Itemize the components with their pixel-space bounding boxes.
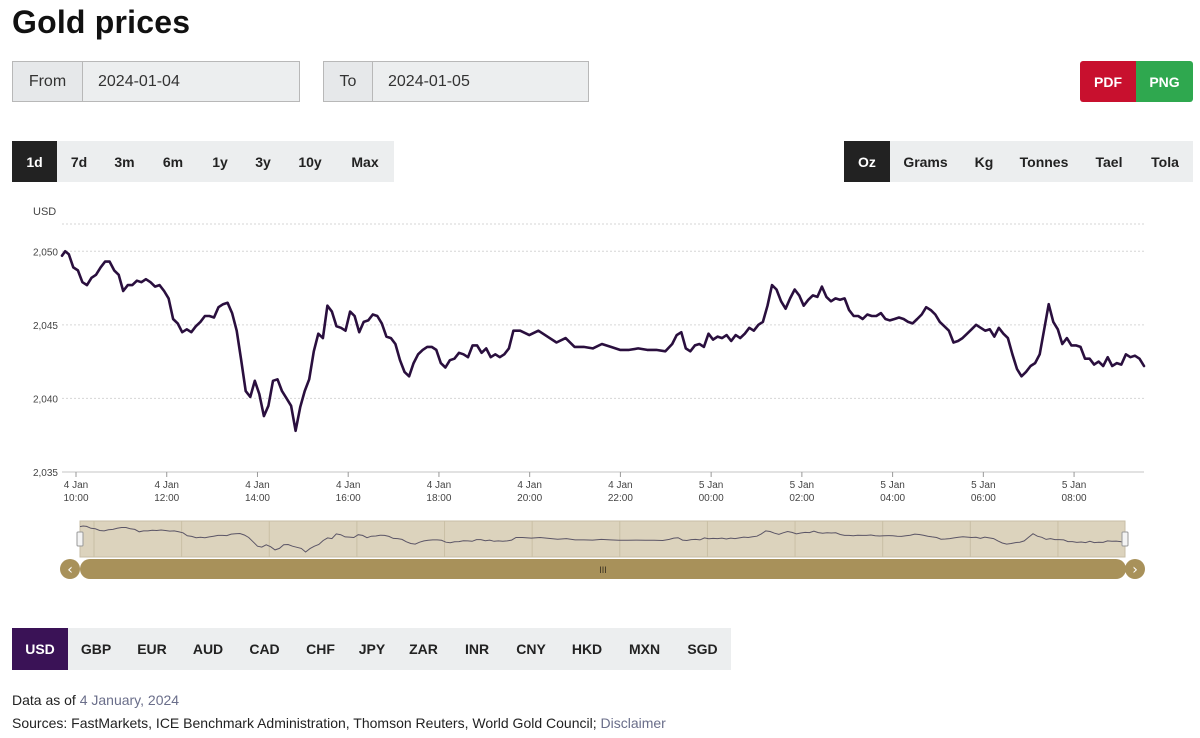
weight-unit-selector: Oz Grams Kg Tonnes Tael Tola: [844, 141, 1193, 182]
range-option-1d[interactable]: 1d: [12, 141, 57, 182]
x-tick-date: 5 Jan: [971, 480, 995, 491]
data-as-of-text: Data as of 4 January, 2024: [12, 692, 179, 708]
currency-option-cad[interactable]: CAD: [249, 641, 280, 657]
sources-list: Sources: FastMarkets, ICE Benchmark Admi…: [12, 715, 601, 731]
range-option-3y[interactable]: 3y: [255, 153, 271, 170]
currency-option-inr[interactable]: INR: [464, 641, 490, 657]
navigator-left-handle[interactable]: [76, 531, 84, 547]
x-tick-date: 5 Jan: [1062, 480, 1086, 491]
price-series-line: [60, 250, 1146, 433]
from-label: From: [13, 62, 83, 101]
x-tick-date: 4 Jan: [64, 480, 88, 491]
sources-text: Sources: FastMarkets, ICE Benchmark Admi…: [12, 715, 666, 731]
scroll-right-button[interactable]: [1125, 559, 1145, 579]
y-tick-label: 2,035: [33, 468, 58, 479]
unit-option-oz[interactable]: Oz: [844, 141, 890, 182]
page-title: Gold prices: [12, 4, 191, 40]
x-tick-date: 4 Jan: [517, 480, 541, 491]
x-tick-date: 4 Jan: [245, 480, 269, 491]
currency-selector: USD GBP EUR AUD CAD CHF JPY ZAR INR CNY HKD MXN SGD: [12, 628, 731, 670]
from-date-input[interactable]: 2024-01-04: [98, 72, 180, 90]
x-tick-time: 08:00: [1062, 493, 1087, 504]
range-option-1y[interactable]: 1y: [212, 153, 228, 170]
chevron-right-icon: ›: [1132, 562, 1138, 578]
navigator-scrollbar[interactable]: [80, 559, 1126, 579]
range-option-10y[interactable]: 10y: [298, 153, 322, 170]
x-tick-date: 4 Jan: [336, 480, 360, 491]
range-navigator[interactable]: III ‹ ›: [60, 520, 1145, 579]
y-tick-label: 2,045: [33, 321, 58, 332]
y-tick-label: 2,040: [33, 394, 58, 405]
currency-option-mxn[interactable]: MXN: [628, 641, 661, 657]
unit-option-kg[interactable]: Kg: [974, 153, 994, 170]
x-tick-date: 4 Jan: [427, 480, 451, 491]
unit-option-tael[interactable]: Tael: [1095, 153, 1123, 170]
navigator-right-handle[interactable]: [1121, 531, 1129, 547]
unit-option-tola[interactable]: Tola: [1151, 153, 1179, 170]
navigator-series-line: [79, 525, 1126, 553]
from-date-group: From 2024-01-04: [12, 61, 300, 102]
data-as-of-prefix: Data as of: [12, 692, 80, 708]
currency-option-cny[interactable]: CNY: [516, 641, 546, 657]
currency-option-eur[interactable]: EUR: [137, 641, 167, 657]
currency-option-chf[interactable]: CHF: [306, 641, 335, 657]
x-tick-date: 4 Jan: [608, 480, 632, 491]
chevron-left-icon: ‹: [67, 562, 73, 578]
x-tick-time: 04:00: [880, 493, 905, 504]
x-tick-date: 4 Jan: [154, 480, 178, 491]
png-export-button[interactable]: PNG: [1136, 61, 1193, 102]
x-tick-time: 18:00: [426, 493, 451, 504]
range-option-3m[interactable]: 3m: [114, 153, 135, 170]
data-as-of-date: 4 January, 2024: [79, 692, 180, 708]
x-tick-date: 5 Jan: [790, 480, 814, 491]
scrollbar-grip-icon: III: [599, 565, 607, 575]
y-tick-label: 2,050: [33, 247, 58, 258]
export-buttons: PDF PNG: [1080, 61, 1193, 102]
x-tick-time: 00:00: [699, 493, 724, 504]
x-axis-ticks: 4 Jan 10:00 4 Jan 12:00 4 Jan 14:00 4 Jan 16:00…: [63, 472, 1087, 504]
x-tick-time: 20:00: [517, 493, 542, 504]
currency-option-jpy[interactable]: JPY: [358, 641, 386, 657]
time-range-selector: 1d 7d 3m 6m 1y 3y 10y Max: [12, 141, 394, 182]
to-label: To: [324, 62, 373, 101]
x-tick-date: 5 Jan: [880, 480, 904, 491]
currency-option-sgd[interactable]: SGD: [687, 641, 718, 657]
range-option-6m[interactable]: 6m: [162, 153, 184, 170]
x-tick-time: 06:00: [971, 493, 996, 504]
currency-option-gbp[interactable]: GBP: [80, 641, 112, 657]
x-tick-time: 02:00: [789, 493, 814, 504]
disclaimer-link[interactable]: Disclaimer: [600, 715, 666, 731]
to-date-group: To 2024-01-05: [323, 61, 589, 102]
unit-option-grams[interactable]: Grams: [903, 153, 948, 170]
range-option-max[interactable]: Max: [351, 153, 379, 170]
currency-option-zar[interactable]: ZAR: [409, 641, 438, 657]
x-tick-time: 14:00: [245, 493, 270, 504]
x-tick-time: 10:00: [63, 493, 88, 504]
currency-option-hkd[interactable]: HKD: [571, 641, 603, 657]
range-option-7d[interactable]: 7d: [70, 153, 88, 170]
currency-option-aud[interactable]: AUD: [192, 641, 224, 657]
x-tick-date: 5 Jan: [699, 480, 723, 491]
y-axis-ticks: 2,035 2,040 2,045 2,050: [33, 247, 58, 479]
to-date-input[interactable]: 2024-01-05: [388, 72, 470, 90]
currency-option-usd[interactable]: USD: [12, 628, 68, 670]
y-axis-label: USD: [33, 206, 56, 218]
x-tick-time: 12:00: [154, 493, 179, 504]
x-tick-time: 16:00: [336, 493, 361, 504]
pdf-export-button[interactable]: PDF: [1080, 61, 1136, 102]
grid-lines: [62, 223, 1144, 473]
unit-option-tonnes[interactable]: Tonnes: [1019, 153, 1069, 170]
scroll-left-button[interactable]: [60, 559, 80, 579]
x-tick-time: 22:00: [608, 493, 633, 504]
